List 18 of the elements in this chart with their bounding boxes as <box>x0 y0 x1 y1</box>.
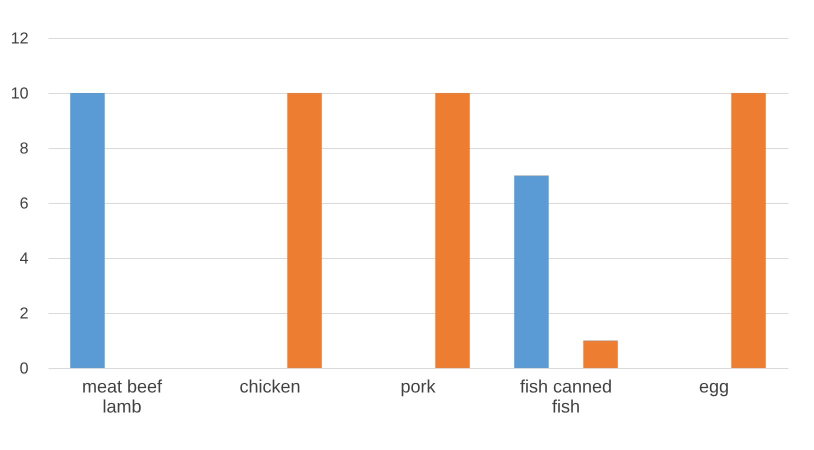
bar <box>70 93 105 368</box>
x-tick-label: fish canned fish <box>520 376 612 416</box>
y-tick-label: 8 <box>20 140 29 158</box>
bar <box>583 340 618 368</box>
x-tick-label: chicken <box>239 376 301 396</box>
x-tick-label: meat beef lamb <box>82 376 164 416</box>
x-tick-label: pork <box>400 376 437 396</box>
bar <box>731 93 766 368</box>
bar <box>287 93 322 368</box>
y-tick-label: 4 <box>20 250 29 268</box>
y-tick-label: 12 <box>10 30 29 48</box>
y-tick-label: 0 <box>20 360 29 378</box>
bar <box>435 93 470 368</box>
y-tick-label: 2 <box>20 306 29 322</box>
y-tick-label: 6 <box>20 196 29 212</box>
bar <box>514 176 549 368</box>
y-tick-label: 10 <box>10 86 29 102</box>
x-tick-label: egg <box>698 376 730 396</box>
